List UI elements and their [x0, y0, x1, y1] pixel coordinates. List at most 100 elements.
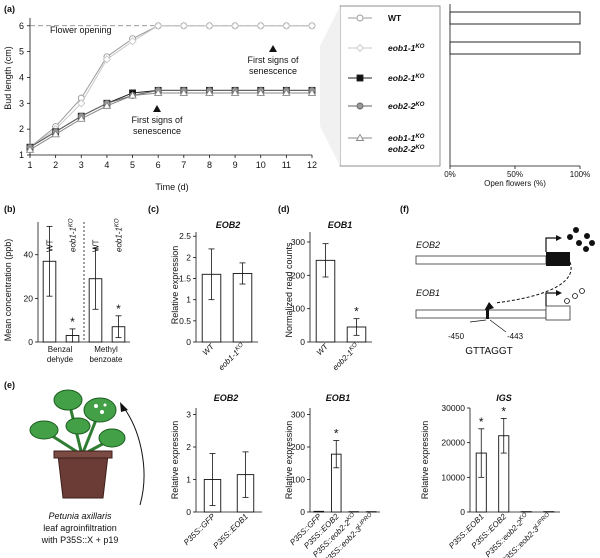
flower-opening-label: Flower opening: [50, 25, 112, 35]
data-point: [256, 88, 266, 96]
y-tick-label: 1: [19, 150, 24, 160]
data-point: [230, 21, 240, 30]
panel-b-group-1a: Benzal: [48, 345, 73, 354]
y-tick-label: 100: [291, 304, 305, 314]
eob1-tss-arrow: [545, 292, 558, 306]
y-tick-label: 2: [186, 442, 191, 452]
panel-c-y-label: Relative expression: [170, 246, 180, 325]
gene-eob2-label: EOB2: [416, 240, 440, 250]
data-point: [102, 101, 112, 109]
eob1-tss-arrowhead: [556, 290, 562, 296]
y-tick-label: 6: [19, 21, 24, 31]
series-line-3: [29, 89, 312, 148]
legend-entry: WT: [388, 13, 402, 23]
y-tick-label: 10000: [441, 472, 465, 482]
panel-e-eob1-title: EOB1: [326, 393, 351, 403]
y-tick-label: 1.5: [179, 274, 191, 284]
y-tick-label: 5: [19, 47, 24, 57]
y-tick-label: 1: [186, 295, 191, 305]
y-tick-label: 3: [186, 410, 191, 420]
significance-star: *: [334, 427, 339, 441]
infiltration-arrowhead: [120, 402, 128, 412]
panel-a-y-label: Bud length (cm): [3, 46, 13, 110]
y-tick-label: 300: [291, 237, 305, 247]
data-point: [128, 91, 137, 99]
eob2-cds-box: [546, 252, 570, 266]
protein-dot: [584, 233, 590, 239]
y-tick-label: 200: [291, 270, 305, 280]
panel-b-group-2b: benzoate: [90, 355, 123, 364]
x-tick-label: 8: [207, 160, 212, 170]
panel-c-title: EOB2: [216, 220, 241, 230]
x-tick-label: 10: [256, 160, 266, 170]
significance-star: *: [116, 302, 121, 316]
y-tick-label: 2: [19, 124, 24, 134]
y-tick-label: 0: [186, 507, 191, 517]
data-point: [307, 21, 317, 30]
bar-x-tick-label: 50%: [507, 170, 523, 179]
data-point: [51, 129, 60, 138]
x-tick-label: 2: [53, 160, 58, 170]
protein-dot: [573, 227, 579, 233]
data-point: [307, 88, 317, 96]
senescence-label-1b: senescence: [249, 66, 297, 76]
y-tick-label: 300: [291, 410, 305, 420]
data-point: [282, 88, 291, 96]
legend-entry: eob1-1KO: [388, 133, 425, 143]
open-flower-bar: [449, 41, 581, 55]
data-point: [25, 145, 35, 153]
open-flower-bar: [449, 11, 581, 25]
legend-entry: eob2-2KO: [388, 101, 425, 111]
eob2-tss-arrow: [545, 237, 558, 252]
open-flowers-chart: 0% 50% 100%: [444, 4, 590, 179]
open-dot: [572, 293, 578, 299]
protein-dot: [576, 240, 582, 246]
panel-c-chart: 0 0.5 1 1.5 2 2.5 WT eob1-1KO: [179, 231, 258, 372]
data-point: [76, 114, 86, 122]
legend: WTeob1-1KOeob2-1KOeob2-2KOeob1-1KOeob2-2…: [348, 13, 425, 154]
data-point: [102, 55, 112, 64]
panel-e-eob1-y-label: Relative expression: [284, 421, 294, 500]
legend-marker: [356, 14, 364, 22]
caption-line-2: leaf agroinfiltration: [43, 523, 117, 533]
bar-label: eob1-1KO: [115, 218, 124, 252]
panel-b-y-label: Mean concentration (ppb): [3, 239, 13, 342]
y-tick-label: 3: [19, 98, 24, 108]
x-tick-label: 5: [130, 160, 135, 170]
panel-e-igs-title: IGS: [496, 393, 512, 403]
pos-left: -450: [448, 332, 465, 341]
x-tick-label: 1: [27, 160, 32, 170]
senescence-arrow-1: [269, 45, 277, 52]
panel-e-eob2-y-label: Relative expression: [170, 421, 180, 500]
gene-eob1-label: EOB1: [416, 288, 440, 298]
y-tick-label: 2.5: [179, 231, 191, 241]
data-point: [179, 21, 188, 30]
data-point: [205, 88, 214, 96]
data-point: [256, 21, 265, 30]
x-tick-label: eob2-1KO: [331, 342, 361, 372]
y-tick-label: 0.5: [179, 316, 191, 326]
caption-line-1: Petunia axillaris: [48, 511, 112, 521]
x-tick-label: 3: [79, 160, 84, 170]
data-point: [179, 88, 189, 96]
senescence-arrow-2: [153, 105, 161, 112]
legend-marker: [355, 133, 365, 141]
legend-entry: eob2-2KO: [388, 144, 425, 154]
panel-d-label: (d): [278, 204, 290, 214]
y-tick-label: 20: [24, 293, 34, 303]
x-tick-label: WT: [315, 341, 331, 357]
senescence-label-2b: senescence: [133, 126, 181, 136]
legend-marker: [356, 74, 364, 82]
panel-b-group-2a: Methyl: [94, 345, 118, 354]
y-tick-label: 100: [291, 475, 305, 485]
pos-line-right: [489, 319, 507, 333]
series-line-4: [29, 92, 312, 151]
y-tick-label: 0: [300, 337, 305, 347]
bar-label: eob1-1KO: [69, 218, 78, 252]
motif-sequence: GTTAGGT: [465, 346, 513, 357]
binding-dashed-arrow: [494, 261, 572, 304]
panel-f-label: (f): [400, 204, 409, 214]
